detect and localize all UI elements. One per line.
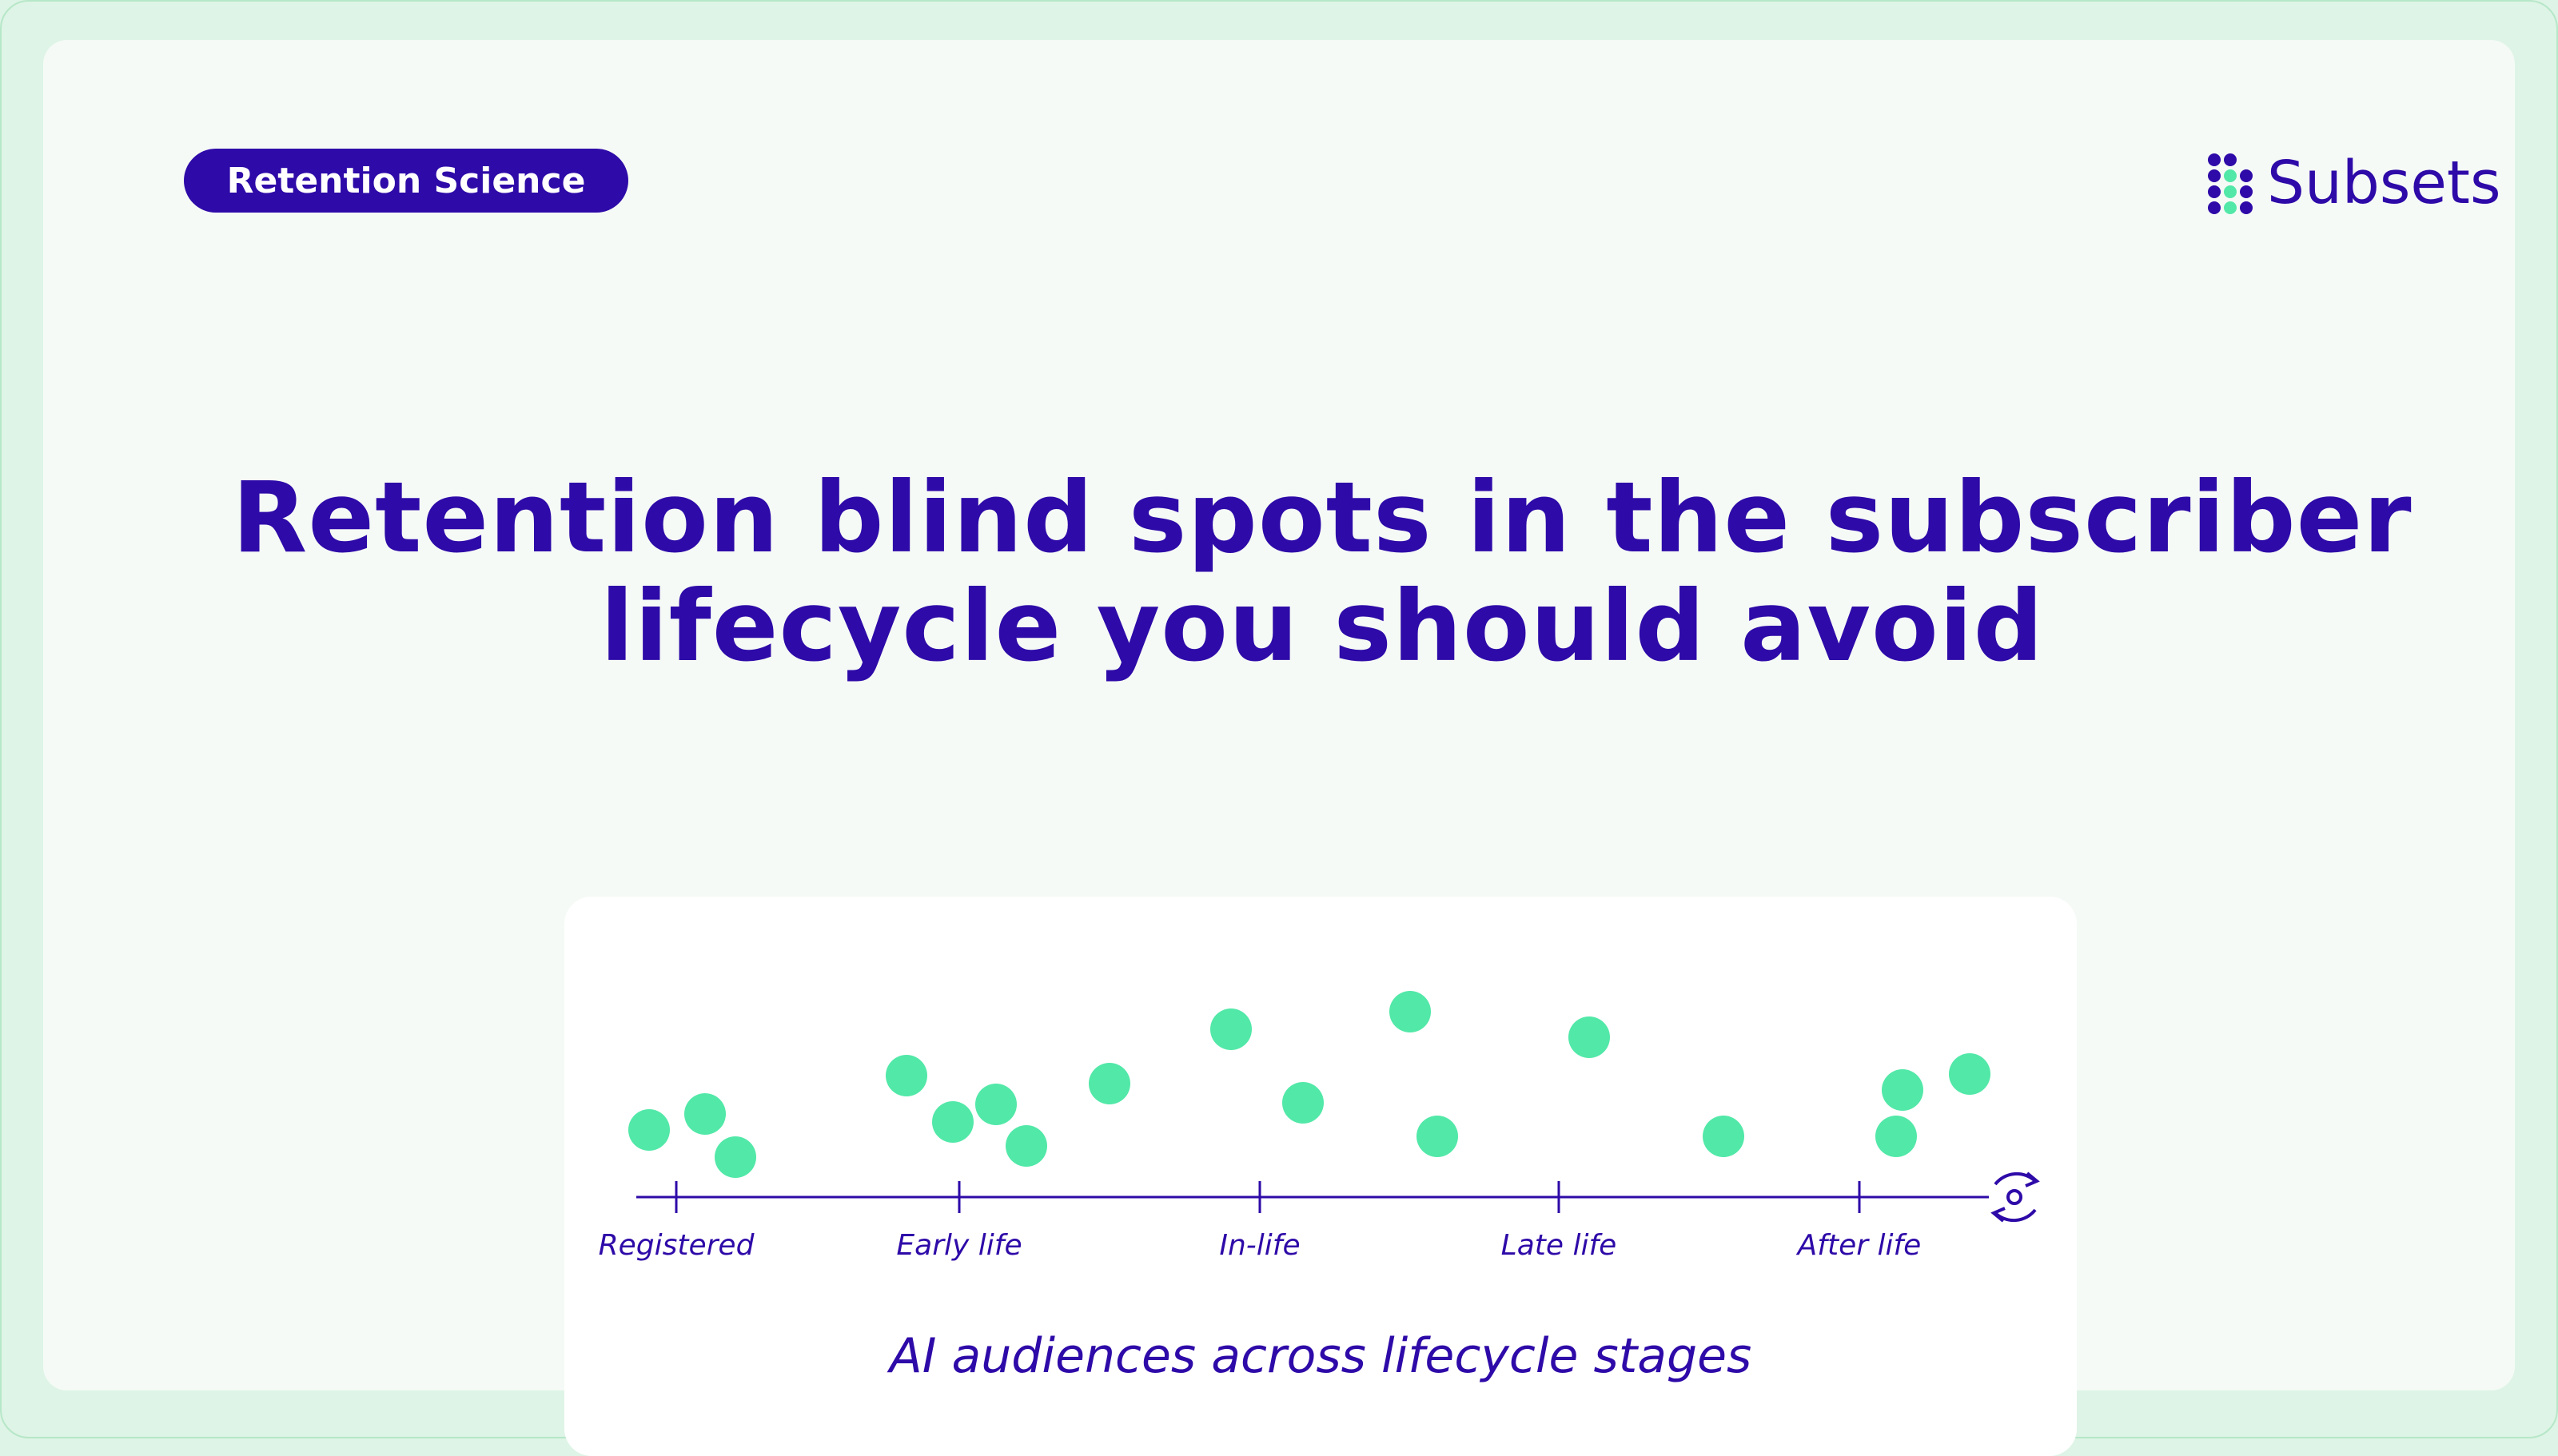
audience-dot (1416, 1116, 1458, 1157)
audience-dot (886, 1055, 927, 1096)
brand-logo[interactable]: Subsets (2206, 149, 2501, 217)
audience-dot (1210, 1008, 1252, 1050)
page-title: Retention blind spots in the subscriber … (187, 463, 2457, 681)
lifecycle-diagram-panel: Registered Early life In-life Late life Afte… (564, 897, 2077, 1456)
stage-label: Early life (896, 1229, 1022, 1262)
audience-dot (1949, 1053, 1990, 1095)
audience-dot (1006, 1125, 1047, 1167)
category-badge-label: Retention Science (226, 160, 586, 201)
audience-dot (1568, 1016, 1610, 1058)
title-line-2: lifecycle you should avoid (600, 570, 2044, 683)
audience-dot (628, 1109, 670, 1151)
audience-dot (1882, 1069, 1923, 1111)
audience-dot (1389, 991, 1431, 1032)
stage-label: Late life (1501, 1229, 1617, 1262)
title-line-1: Retention blind spots in the subscriber (232, 461, 2413, 575)
audience-dot (1282, 1082, 1324, 1124)
audience-dot (1703, 1116, 1744, 1157)
subsets-logo-icon (2208, 153, 2253, 214)
diagram-caption: AI audiences across lifecycle stages (889, 1328, 1752, 1384)
audience-dot (684, 1093, 726, 1135)
lifecycle-diagram: Registered Early life In-life Late life Afte… (599, 991, 2040, 1262)
stage-label: After life (1796, 1229, 1922, 1262)
audience-dot (932, 1101, 974, 1143)
audience-dot (1875, 1116, 1917, 1157)
category-badge[interactable]: Retention Science (184, 149, 628, 213)
audience-dot (1089, 1063, 1130, 1104)
content-card: Retention Science (43, 40, 2515, 1456)
cycle-icon (1990, 1172, 2040, 1223)
brand-name: Subsets (2267, 149, 2501, 217)
stage-label: In-life (1219, 1229, 1300, 1262)
audience-dot (975, 1084, 1017, 1125)
audience-dot (715, 1136, 756, 1178)
stage-label: Registered (599, 1229, 755, 1262)
